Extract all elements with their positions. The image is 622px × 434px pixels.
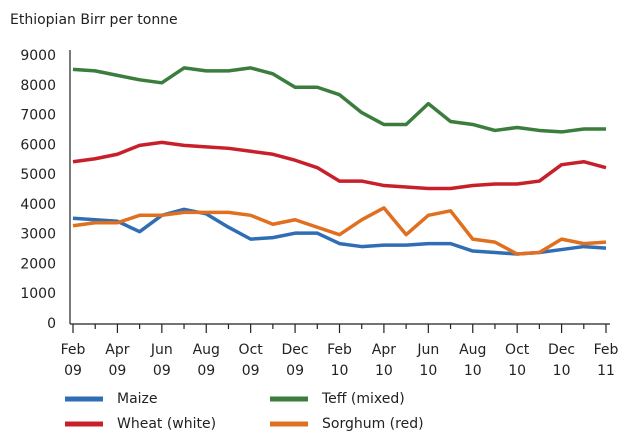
legend-label: Maize (117, 391, 158, 407)
legend-label: Sorghum (red) (322, 416, 424, 432)
line-series (72, 140, 607, 191)
y-tick-label: 5000 (20, 167, 56, 183)
x-tick-label: Oct 10 (505, 342, 530, 379)
y-tick-label: 9000 (20, 48, 56, 64)
y-tick-label: 7000 (20, 108, 56, 124)
legend-label: Wheat (white) (117, 416, 216, 432)
line-series (72, 66, 606, 134)
y-tick-label: 1000 (20, 286, 56, 302)
x-tick-label: Jun 10 (416, 342, 439, 379)
y-tick-label: 4000 (20, 197, 56, 213)
x-tick-label: Feb 09 (61, 342, 86, 379)
x-tick-label: Oct 09 (239, 342, 264, 379)
y-tick-label: 3000 (20, 227, 56, 243)
x-tick-label: Aug 09 (193, 342, 220, 379)
x-tick-label: Feb 11 (594, 342, 619, 379)
y-tick-label: 2000 (20, 256, 56, 272)
y-tick-label: 8000 (20, 78, 56, 94)
x-tick-label: Feb 10 (327, 342, 352, 379)
x-tick-label: Jun 09 (150, 342, 173, 379)
legend-label: Teff (mixed) (321, 391, 405, 407)
y-tick-label: 0 (47, 316, 56, 332)
line-series (72, 206, 607, 256)
x-tick-label: Dec 09 (282, 342, 309, 379)
x-tick-label: Dec 10 (548, 342, 575, 379)
y-tick-label: 6000 (20, 137, 56, 153)
y-axis-label: Ethiopian Birr per tonne (10, 12, 178, 28)
x-tick-label: Apr 10 (372, 342, 396, 379)
x-tick-label: Apr 09 (105, 342, 129, 379)
x-tick-label: Aug 10 (459, 342, 486, 379)
